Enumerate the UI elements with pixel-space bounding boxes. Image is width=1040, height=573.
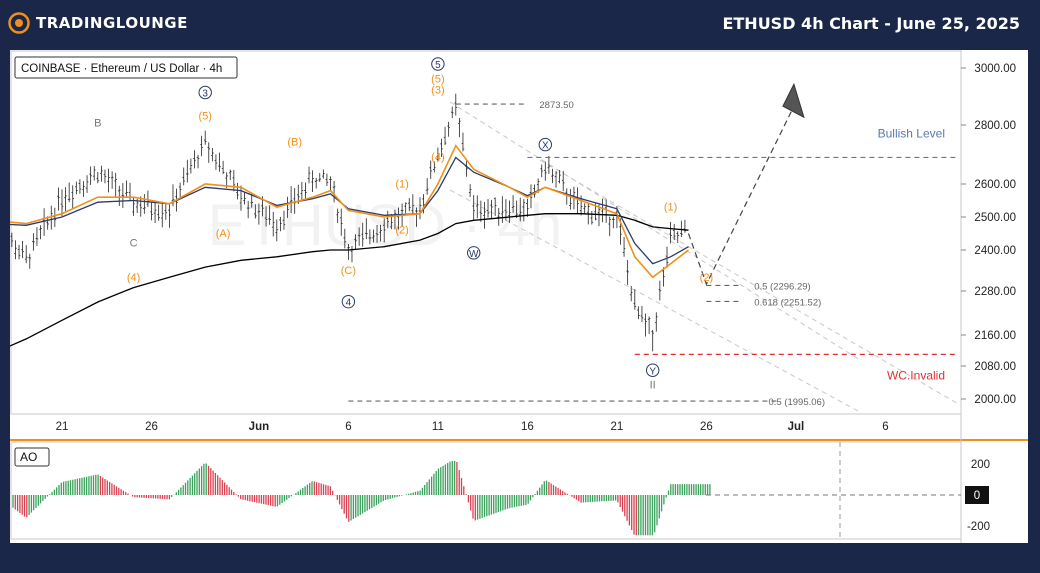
projection-arrow-icon	[782, 82, 805, 119]
x-tick-label: Jun	[249, 421, 269, 433]
chart-watermark: ETHUSD · 4h	[208, 193, 563, 258]
wave-label: (5)	[198, 110, 211, 122]
level-label: 0.5 (1995.06)	[768, 397, 825, 408]
y-tick-label: 2280.00	[974, 286, 1016, 298]
wave-label: C	[130, 238, 138, 250]
x-tick-label: 21	[611, 421, 624, 433]
y-tick-label: 2080.00	[974, 361, 1016, 373]
level-label: 0.618 (2251.52)	[754, 297, 821, 308]
wave-label: (1)	[395, 178, 408, 190]
wave-circle-icon	[341, 294, 356, 309]
x-tick-label: 21	[56, 421, 69, 433]
wave-label: W	[469, 249, 479, 260]
x-tick-label: 26	[145, 421, 158, 433]
y-tick-label: 2600.00	[974, 179, 1016, 191]
y-tick-label: 2500.00	[974, 212, 1016, 224]
ao-tick-label: -200	[967, 521, 990, 533]
logo-text: TRADINGLOUNGE	[36, 14, 188, 32]
wave-label: 4	[346, 298, 352, 309]
wave-circle-icon	[198, 85, 212, 100]
wave-label: 5	[435, 60, 441, 71]
wave-circle-icon	[431, 57, 445, 71]
wave-labels: ABC3(5)(4)(A)(B)(C)4(1)(2)(3)(4)(5)5WX(1…	[94, 57, 713, 392]
page-title: ETHUSD 4h Chart - June 25, 2025	[722, 14, 1020, 33]
wave-label: (2)	[700, 272, 713, 284]
wave-label: (1)	[664, 201, 677, 213]
y-tick-label: 2160.00	[974, 330, 1016, 342]
wave-label: B	[94, 117, 101, 129]
level-label: 2873.50	[539, 100, 573, 111]
time-axis[interactable]: 21 26 Jun 6 11 16 21 26 Jul 6	[56, 421, 889, 433]
y-tick-label: 2400.00	[974, 245, 1016, 257]
x-tick-label: Jul	[788, 421, 805, 433]
ema-slow-line	[0, 213, 689, 351]
wave-label: (4)	[431, 151, 444, 163]
ao-label: AO	[20, 450, 37, 464]
ao-axis[interactable]: 200 0 -200	[965, 459, 990, 533]
wave-label: X	[542, 141, 549, 152]
level-label: WC.Invalid	[887, 368, 945, 382]
wave-label: (C)	[341, 265, 356, 277]
wave-circle-icon	[538, 137, 552, 152]
wave-label: (B)	[287, 137, 302, 149]
x-tick-label: 26	[700, 421, 713, 433]
wave-label: (3)	[431, 85, 444, 97]
level-label: 0.5 (2296.29)	[754, 281, 811, 292]
wave-circle-icon	[467, 246, 481, 260]
wave-label: II	[650, 380, 656, 392]
channel-mid-line	[539, 159, 961, 406]
projection-path	[687, 101, 797, 286]
symbol-label: COINBASE · Ethereum / US Dollar · 4h	[21, 63, 222, 75]
x-tick-label: 16	[521, 421, 534, 433]
ao-tick-label: 200	[971, 459, 990, 471]
price-axis[interactable]: 3000.00 2800.00 2600.00 2500.00 2400.00 2280.…	[961, 63, 1016, 406]
x-tick-label: 6	[345, 421, 351, 433]
price-levels: 2873.50 Bullish Level 0.5 (2296.29) 0.618 (…	[348, 100, 957, 408]
wave-label: (4)	[127, 272, 140, 284]
ao-zero-badge	[965, 486, 989, 504]
x-tick-label: 11	[432, 421, 444, 433]
ao-tick-label: 0	[974, 490, 980, 502]
wave-label: (5)	[431, 73, 444, 85]
wave-label: (2)	[395, 225, 408, 237]
wave-label: 3	[202, 89, 208, 100]
y-tick-label: 2000.00	[974, 394, 1016, 406]
wave-circle-icon	[646, 363, 660, 377]
y-tick-label: 3000.00	[974, 63, 1016, 75]
trend-channel	[449, 101, 961, 413]
symbol-label-box[interactable]	[14, 56, 238, 79]
chart-frame[interactable]: ETHUSD · 4h 2873.50 Bullish Level 0.5 (229…	[0, 50, 1028, 543]
wave-label: Y	[649, 366, 656, 377]
ema-fast-line	[0, 144, 689, 279]
x-tick-label: 6	[882, 421, 888, 433]
ema-mid-line	[0, 156, 689, 265]
channel-lower-line	[449, 189, 861, 413]
level-label: Bullish Level	[878, 126, 945, 140]
logo-icon	[8, 12, 30, 34]
chart-svg[interactable]: ETHUSD · 4h 2873.50 Bullish Level 0.5 (229…	[0, 50, 1028, 543]
wave-label: (A)	[216, 228, 231, 240]
ao-pane[interactable]	[10, 441, 962, 540]
ao-histogram	[12, 460, 711, 536]
y-tick-label: 2800.00	[974, 120, 1016, 132]
ao-label-box[interactable]	[14, 447, 50, 467]
brand-logo: TRADINGLOUNGE	[8, 10, 188, 36]
